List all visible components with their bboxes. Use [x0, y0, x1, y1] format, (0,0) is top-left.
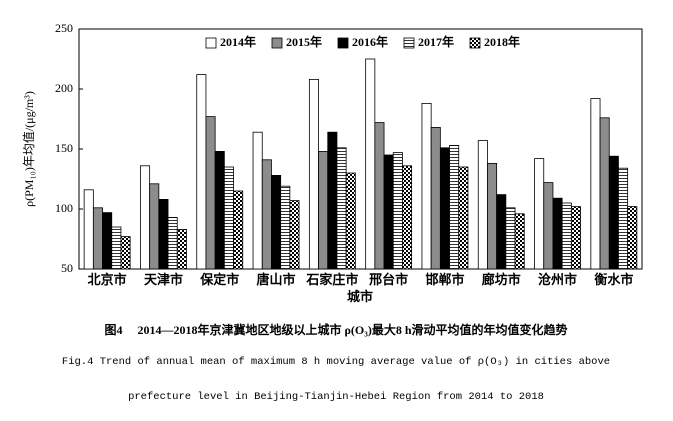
x-axis-label: 城市 [347, 289, 373, 304]
y-tick-label: 150 [55, 141, 73, 155]
bar [590, 98, 601, 270]
y-tick-label: 200 [55, 81, 73, 95]
bar [308, 79, 319, 270]
bar [383, 154, 394, 270]
y-axis-label: ρ(PM₁₀)年均值/(μg/m³) [21, 91, 36, 207]
bar [102, 212, 113, 270]
x-tick-label: 唐山市 [257, 272, 296, 287]
bar [271, 174, 282, 270]
bar [514, 213, 525, 270]
legend-swatch [271, 37, 283, 49]
bar [120, 236, 131, 270]
legend-label: 2018年 [484, 34, 520, 49]
bar [449, 144, 460, 270]
x-tick-label: 邢台市 [369, 272, 408, 287]
bar [627, 206, 638, 270]
caption-en: Fig.4 Trend of annual mean of maximum 8 … [62, 356, 610, 368]
bar [261, 159, 272, 270]
bar [318, 150, 329, 270]
y-tick-label: 50 [61, 261, 73, 275]
bar [289, 200, 300, 270]
bar [618, 167, 629, 270]
x-tick-label: 石家庄市 [305, 272, 358, 287]
bar [365, 58, 376, 270]
x-tick-label: 沧州市 [538, 272, 577, 287]
legend-label: 2017年 [418, 34, 454, 49]
bar [149, 183, 160, 270]
bar [196, 74, 207, 270]
caption-zh: 图4 2014—2018年京津冀地区地级以上城市 ρ(O₃)最大8 h滑动平均值… [104, 322, 567, 337]
legend-swatch [205, 37, 217, 49]
legend-swatch [337, 37, 349, 49]
bar [561, 202, 572, 270]
bar [345, 172, 356, 270]
x-tick-label: 廊坊市 [482, 272, 521, 287]
bar [280, 185, 291, 270]
bar [570, 206, 581, 270]
x-tick-label: 邯郸市 [425, 272, 464, 287]
legend-swatch [403, 37, 415, 49]
bar [392, 152, 403, 270]
bar [111, 226, 122, 270]
caption-en: prefecture level in Beijing-Tianjin-Hebe… [128, 391, 544, 403]
bar [402, 165, 413, 270]
bar [140, 165, 151, 270]
bar [92, 207, 103, 270]
bar [158, 198, 169, 270]
bar [176, 228, 187, 270]
bar [252, 131, 263, 270]
y-tick-label: 250 [55, 21, 73, 35]
bar [205, 116, 216, 270]
x-tick-label: 衡水市 [594, 272, 633, 287]
bar [430, 127, 441, 270]
bar [552, 197, 563, 270]
y-tick-label: 100 [55, 201, 73, 215]
legend-label: 2016年 [352, 34, 388, 49]
bar [599, 117, 610, 270]
bar [223, 166, 234, 270]
bar [458, 166, 469, 270]
bar [421, 103, 432, 270]
bar [336, 147, 347, 270]
legend-label: 2014年 [220, 34, 256, 49]
bar [505, 207, 516, 270]
legend-label: 2015年 [286, 34, 322, 49]
bar [477, 140, 488, 270]
x-tick-label: 保定市 [199, 272, 239, 287]
bar [534, 158, 545, 270]
bar [608, 155, 619, 270]
bar [439, 147, 450, 270]
bar [167, 216, 178, 270]
bar [487, 162, 498, 270]
x-tick-label: 天津市 [144, 272, 183, 287]
bar [83, 189, 94, 270]
bar [496, 194, 507, 270]
bar [327, 131, 338, 270]
legend-swatch [469, 37, 481, 49]
x-tick-label: 北京市 [88, 272, 127, 287]
bar [233, 190, 244, 270]
bar [543, 182, 554, 270]
bar [374, 122, 385, 270]
bar [214, 150, 225, 270]
